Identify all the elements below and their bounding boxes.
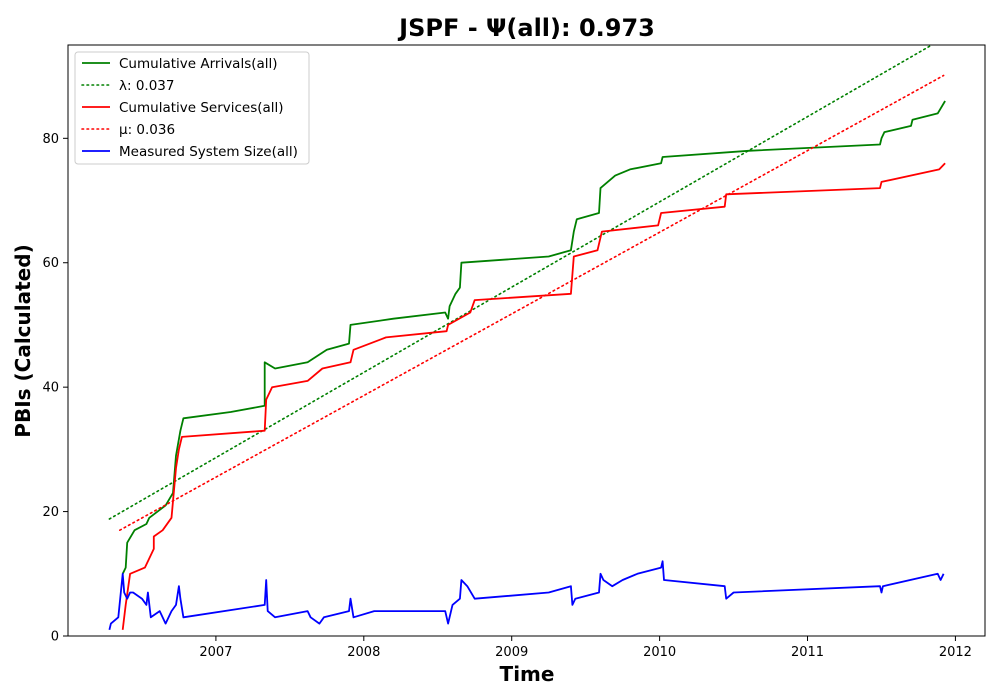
- x-axis-ticks: 2007 2008 2009 2010 2011 2012: [199, 636, 972, 660]
- x-tick-label: 2012: [939, 645, 972, 660]
- series-line-4: [108, 560, 945, 631]
- x-tick-label: 2007: [199, 645, 232, 660]
- legend-label: λ: 0.037: [119, 78, 174, 94]
- series-line-0: [121, 100, 946, 575]
- x-axis-title: Time: [500, 662, 555, 686]
- y-axis-title: PBIs (Calculated): [11, 244, 35, 437]
- series-line-2: [121, 162, 946, 630]
- x-tick-label: 2010: [643, 645, 676, 660]
- y-axis-ticks: 0 20 40 60 80: [42, 132, 68, 645]
- y-tick-label: 40: [42, 381, 59, 396]
- legend-label: Cumulative Arrivals(all): [119, 56, 278, 72]
- y-tick-label: 60: [42, 256, 59, 271]
- chart-title: JSPF - Ψ(all): 0.973: [397, 14, 655, 42]
- legend-label: Cumulative Services(all): [119, 100, 284, 116]
- series-line-3: [119, 74, 945, 531]
- legend: Cumulative Arrivals(all) λ: 0.037 Cumulati…: [74, 51, 310, 165]
- y-tick-label: 80: [42, 132, 59, 147]
- legend-label: Measured System Size(all): [119, 144, 298, 160]
- series-line-1: [108, 45, 933, 520]
- x-tick-label: 2008: [347, 645, 380, 660]
- y-tick-label: 20: [42, 505, 59, 520]
- legend-label: μ: 0.036: [119, 122, 175, 138]
- legend-box: [74, 51, 310, 165]
- plot-frame: [67, 44, 986, 637]
- x-tick-label: 2009: [495, 645, 528, 660]
- plot-area: [108, 45, 946, 631]
- y-tick-label: 0: [51, 630, 59, 645]
- x-tick-label: 2011: [791, 645, 824, 660]
